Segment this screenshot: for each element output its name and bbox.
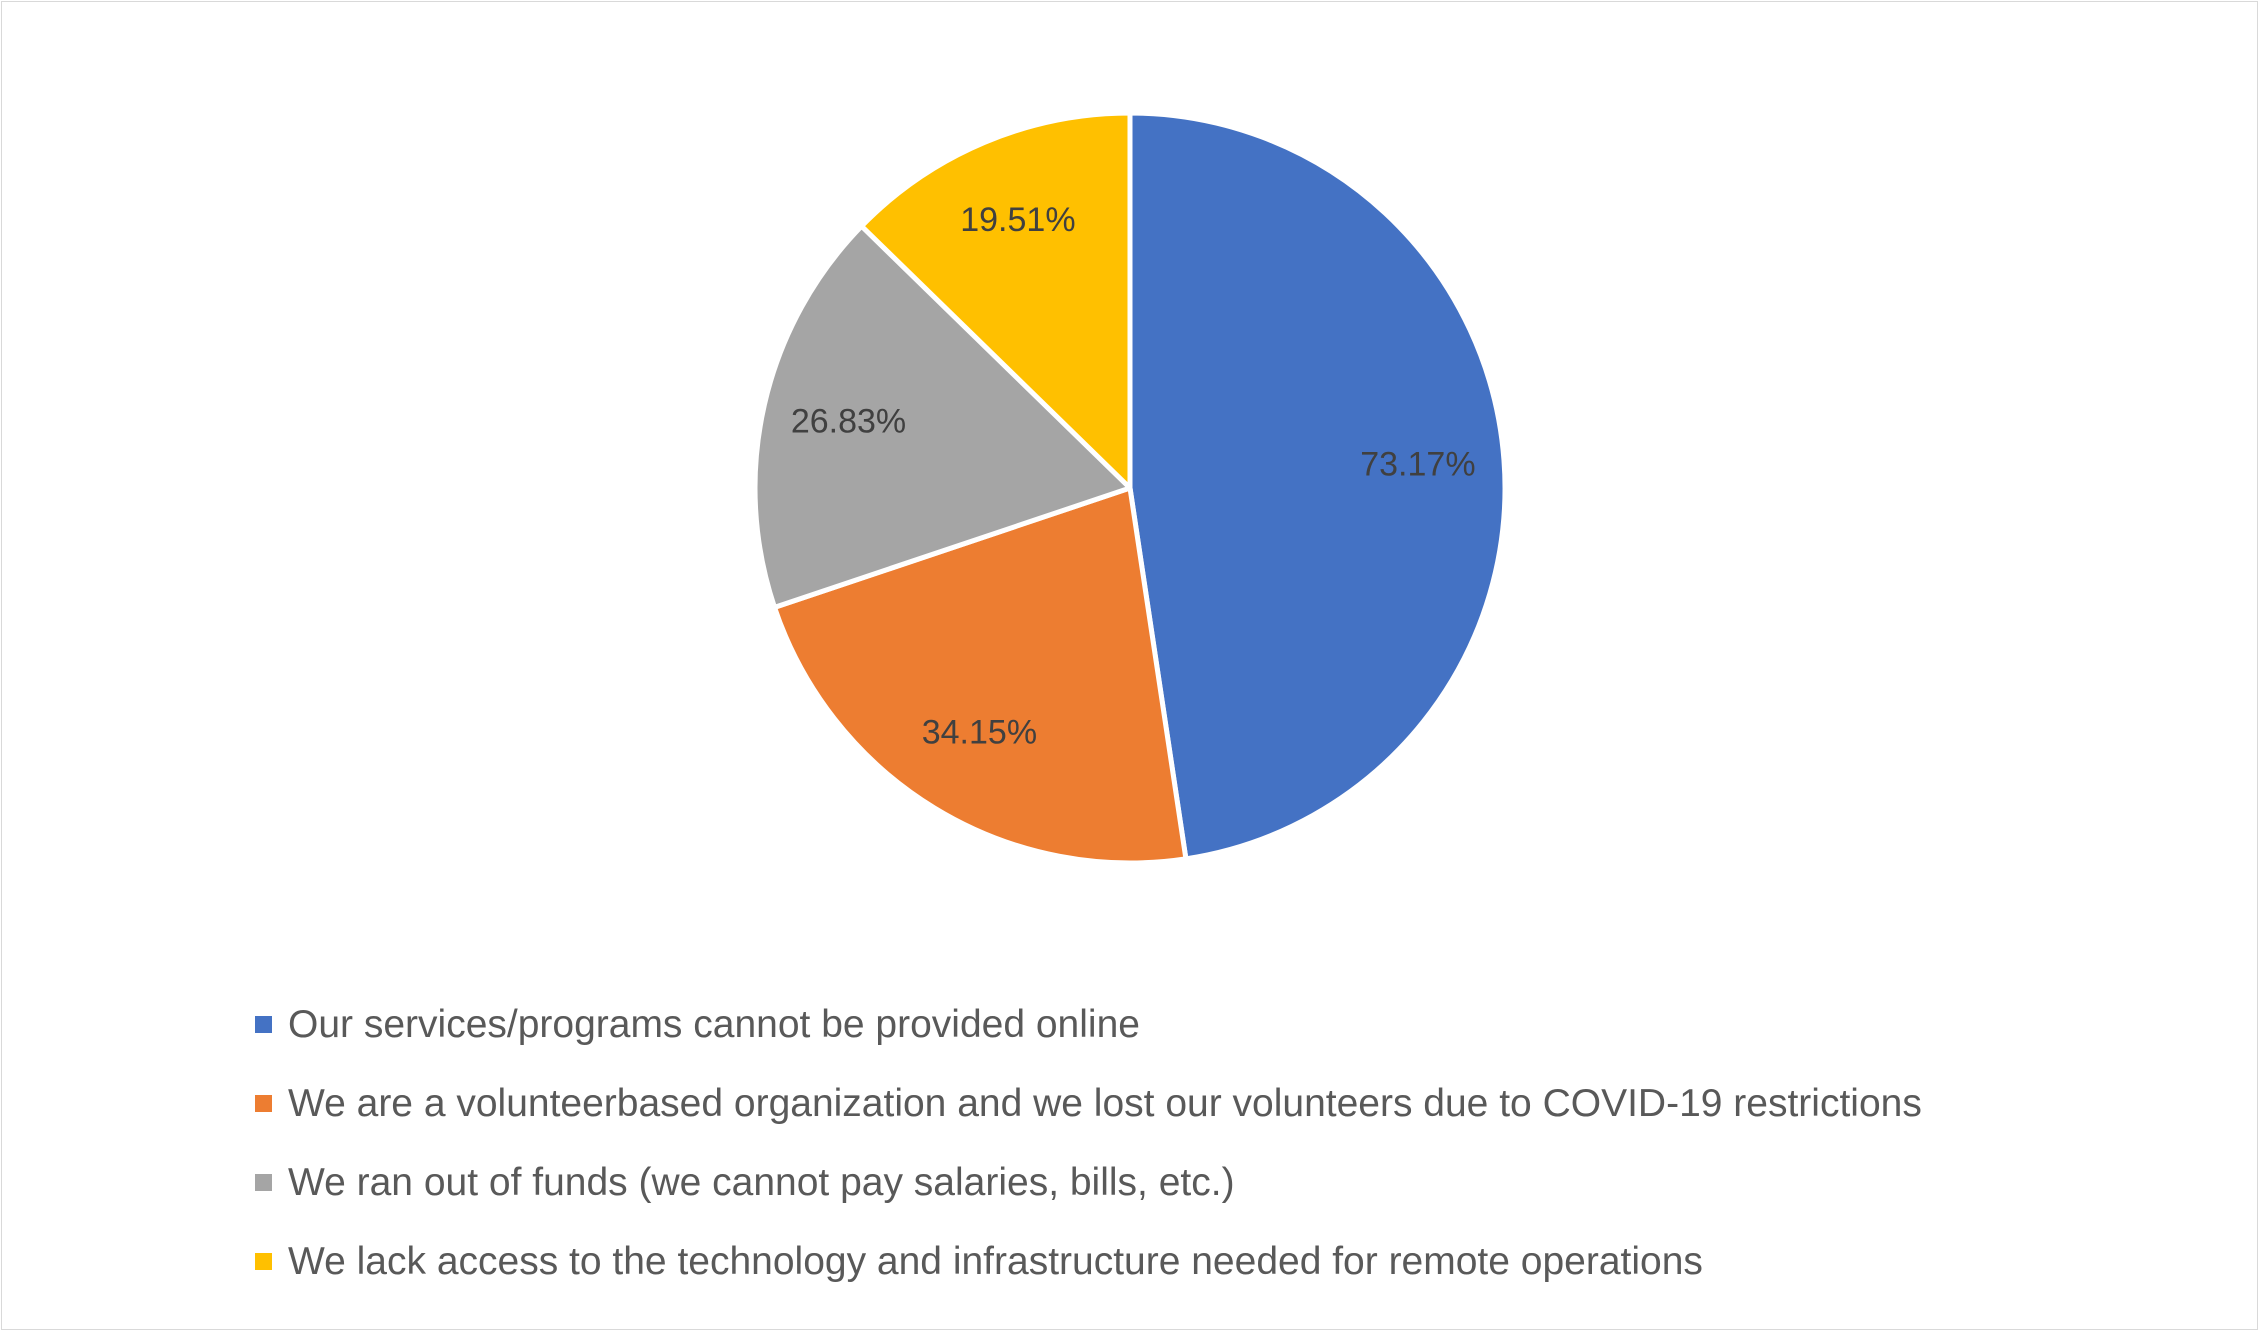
legend-item-3: We lack access to the technology and inf… (255, 1222, 2155, 1301)
legend-swatch-2 (255, 1174, 272, 1191)
legend-item-1: We are a volunteerbased organization and… (255, 1064, 2155, 1143)
legend-swatch-0 (255, 1016, 272, 1033)
pie-slice-1 (772, 485, 1189, 866)
legend-label-2: We ran out of funds (we cannot pay salar… (288, 1160, 1235, 1204)
pie-slice-2 (752, 223, 1133, 610)
legend-item-0: Our services/programs cannot be provided… (255, 985, 2155, 1064)
legend: Our services/programs cannot be provided… (255, 985, 2155, 1301)
legend-label-3: We lack access to the technology and inf… (288, 1239, 1703, 1283)
pie-slice-3 (859, 110, 1133, 491)
data-label-0: 73.17% (1360, 445, 1475, 483)
legend-item-2: We ran out of funds (we cannot pay salar… (255, 1143, 2155, 1222)
data-label-2: 26.83% (791, 403, 906, 441)
legend-label-1: We are a volunteerbased organization and… (288, 1081, 1922, 1125)
legend-label-0: Our services/programs cannot be provided… (288, 1002, 1140, 1046)
pie-slice-0 (1127, 110, 1508, 862)
data-label-1: 34.15% (922, 713, 1037, 751)
data-label-3: 19.51% (960, 201, 1075, 239)
pie-data-labels: 73.17% 34.15% 26.83% 19.51% (791, 201, 1476, 752)
pie-slices (752, 110, 1508, 866)
legend-swatch-3 (255, 1253, 272, 1270)
legend-swatch-1 (255, 1095, 272, 1112)
